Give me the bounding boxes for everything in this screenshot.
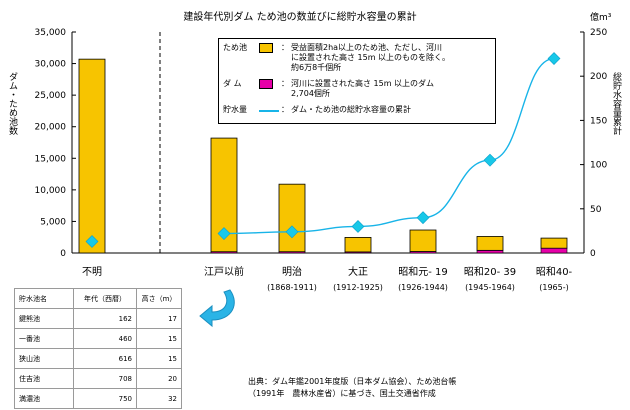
y-tick-label-right: 200 — [590, 72, 607, 82]
y-axis-label-left: ダム・ため池数 — [7, 71, 18, 136]
legend-description: ダム・ため池の総貯水容量の累計 — [291, 105, 411, 114]
x-tick-label: 大正 — [348, 265, 368, 278]
bar-dam — [540, 247, 568, 254]
bar-tameike — [78, 58, 106, 254]
table-header: 年代（西暦） — [73, 288, 137, 309]
legend-description: 受益面積2ha以上のため池、ただし、河川 に設置された高さ 15m 以上のものを… — [291, 43, 451, 72]
legend-item-volume: 貯水量 ： ダム・ため池の総貯水容量の累計 — [223, 105, 491, 115]
table-cell: 708 — [73, 368, 137, 389]
x-tick-sublabel: (1868-1911) — [267, 283, 317, 292]
bar-tameike — [409, 229, 437, 252]
bar-tameike — [278, 183, 306, 253]
chart-title: 建設年代別ダム ため池の数並びに総貯水容量の累計 — [183, 10, 416, 23]
x-tick-label: 不明 — [82, 266, 102, 278]
chart-labels: 0 5,000 10,000 15,000 20,000 25,000 30,000 35,0… — [7, 11, 622, 292]
legend-swatch — [259, 79, 273, 89]
table-row: 満濃池 750 32 — [14, 388, 182, 409]
line-marker-volume — [217, 227, 231, 240]
y-tick-label-left: 35,000 — [35, 28, 67, 38]
y-tick-label-left: 20,000 — [35, 123, 67, 133]
y-tick-label-left: 0 — [60, 249, 66, 259]
table-cell: 616 — [73, 348, 137, 369]
table-cell: 鍵熊池 — [14, 308, 74, 329]
y-tick-label-left: 10,000 — [35, 186, 67, 196]
y-tick-label-left: 25,000 — [35, 91, 67, 101]
y-tick-label-right: 0 — [590, 249, 596, 259]
table-cell: 20 — [136, 368, 182, 389]
y-axis-label-right: 総貯水容量累計 — [611, 71, 622, 136]
table-cell: 住吉池 — [14, 368, 74, 389]
y-tick-label-right: 150 — [590, 116, 607, 126]
x-tick-label: 明治 — [282, 265, 302, 278]
chart-legend: ため池 ： 受益面積2ha以上のため池、ただし、河川 に設置された高さ 15m … — [218, 38, 496, 124]
table-cell: 15 — [136, 348, 182, 369]
table-row: 住吉池 708 20 — [14, 368, 182, 389]
table-cell: 32 — [136, 388, 182, 409]
line-marker-volume — [351, 220, 365, 233]
reservoir-table: 貯水池名 年代（西暦） 高さ（m） 鍵熊池 162 17 一番池 460 15 … — [14, 288, 182, 409]
legend-item-dam: ダ ム ： 河川に設置された高さ 15m 以上のダム 2,704個所 — [223, 79, 491, 99]
legend-colon: ： — [281, 43, 289, 52]
table-cell: 一番池 — [14, 328, 74, 349]
legend-colon: ： — [281, 105, 289, 114]
table-cell: 15 — [136, 328, 182, 349]
table-cell: 狭山池 — [14, 348, 74, 369]
table-row: 鍵熊池 162 17 — [14, 308, 182, 329]
table-header: 高さ（m） — [136, 288, 182, 309]
table-row: 一番池 460 15 — [14, 328, 182, 349]
x-tick-label: 江戸以前 — [204, 265, 244, 278]
table-cell: 750 — [73, 388, 137, 409]
table-header-row: 貯水池名 年代（西暦） 高さ（m） — [14, 288, 182, 309]
line-marker-volume — [85, 235, 99, 248]
x-tick-label: 昭和20- 39 — [464, 266, 516, 278]
y-tick-label-right: 250 — [590, 28, 607, 38]
table-cell: 460 — [73, 328, 137, 349]
source-line: （1991年 農林水産省）に基づき、国土交通省作成 — [248, 389, 436, 398]
y-tick-label-left: 5,000 — [40, 217, 66, 227]
line-marker-volume — [285, 225, 299, 239]
x-tick-sublabel: (1965-) — [539, 283, 569, 292]
legend-label: 貯水量 — [223, 105, 247, 114]
chart-line — [85, 52, 561, 248]
legend-swatch — [259, 105, 279, 115]
legend-description: 河川に設置された高さ 15m 以上のダム 2,704個所 — [291, 79, 435, 98]
legend-label: ため池 — [223, 43, 247, 52]
legend-colon: ： — [281, 79, 289, 88]
x-tick-sublabel: (1912-1925) — [333, 283, 383, 292]
y-tick-label-right: 100 — [590, 161, 607, 171]
x-tick-sublabel: (1926-1944) — [398, 283, 448, 292]
legend-label: ダ ム — [223, 79, 242, 88]
line-marker-volume — [483, 153, 497, 167]
y-tick-label-right: 50 — [590, 205, 602, 215]
y-axis-unit-right: 億m³ — [590, 11, 612, 23]
y-tick-label-left: 30,000 — [35, 60, 67, 70]
source-line: 出典：ダム年鑑2001年度版（日本ダム協会）、ため池台帳 — [248, 377, 457, 386]
y-tick-label-left: 15,000 — [35, 154, 67, 164]
x-tick-label: 昭和元- 19 — [398, 266, 448, 278]
table-cell: 満濃池 — [14, 388, 74, 409]
bar-tameike — [476, 236, 504, 251]
bar-tameike — [540, 237, 568, 249]
chart-bars — [78, 58, 568, 254]
table-row: 狭山池 616 15 — [14, 348, 182, 369]
legend-swatch — [259, 43, 273, 53]
curved-arrow-icon — [199, 289, 235, 328]
line-marker-volume — [547, 52, 561, 65]
table-header: 貯水池名 — [14, 288, 74, 309]
x-tick-sublabel: (1945-1964) — [465, 283, 515, 292]
table-cell: 162 — [73, 308, 137, 329]
x-tick-label: 昭和40- — [536, 266, 573, 278]
line-marker-volume — [416, 211, 430, 225]
bar-tameike — [344, 237, 372, 253]
legend-item-tameike: ため池 ： 受益面積2ha以上のため池、ただし、河川 に設置された高さ 15m … — [223, 43, 491, 73]
table-cell: 17 — [136, 308, 182, 329]
source-note: 出典：ダム年鑑2001年度版（日本ダム協会）、ため池台帳 （1991年 農林水産… — [248, 376, 456, 400]
